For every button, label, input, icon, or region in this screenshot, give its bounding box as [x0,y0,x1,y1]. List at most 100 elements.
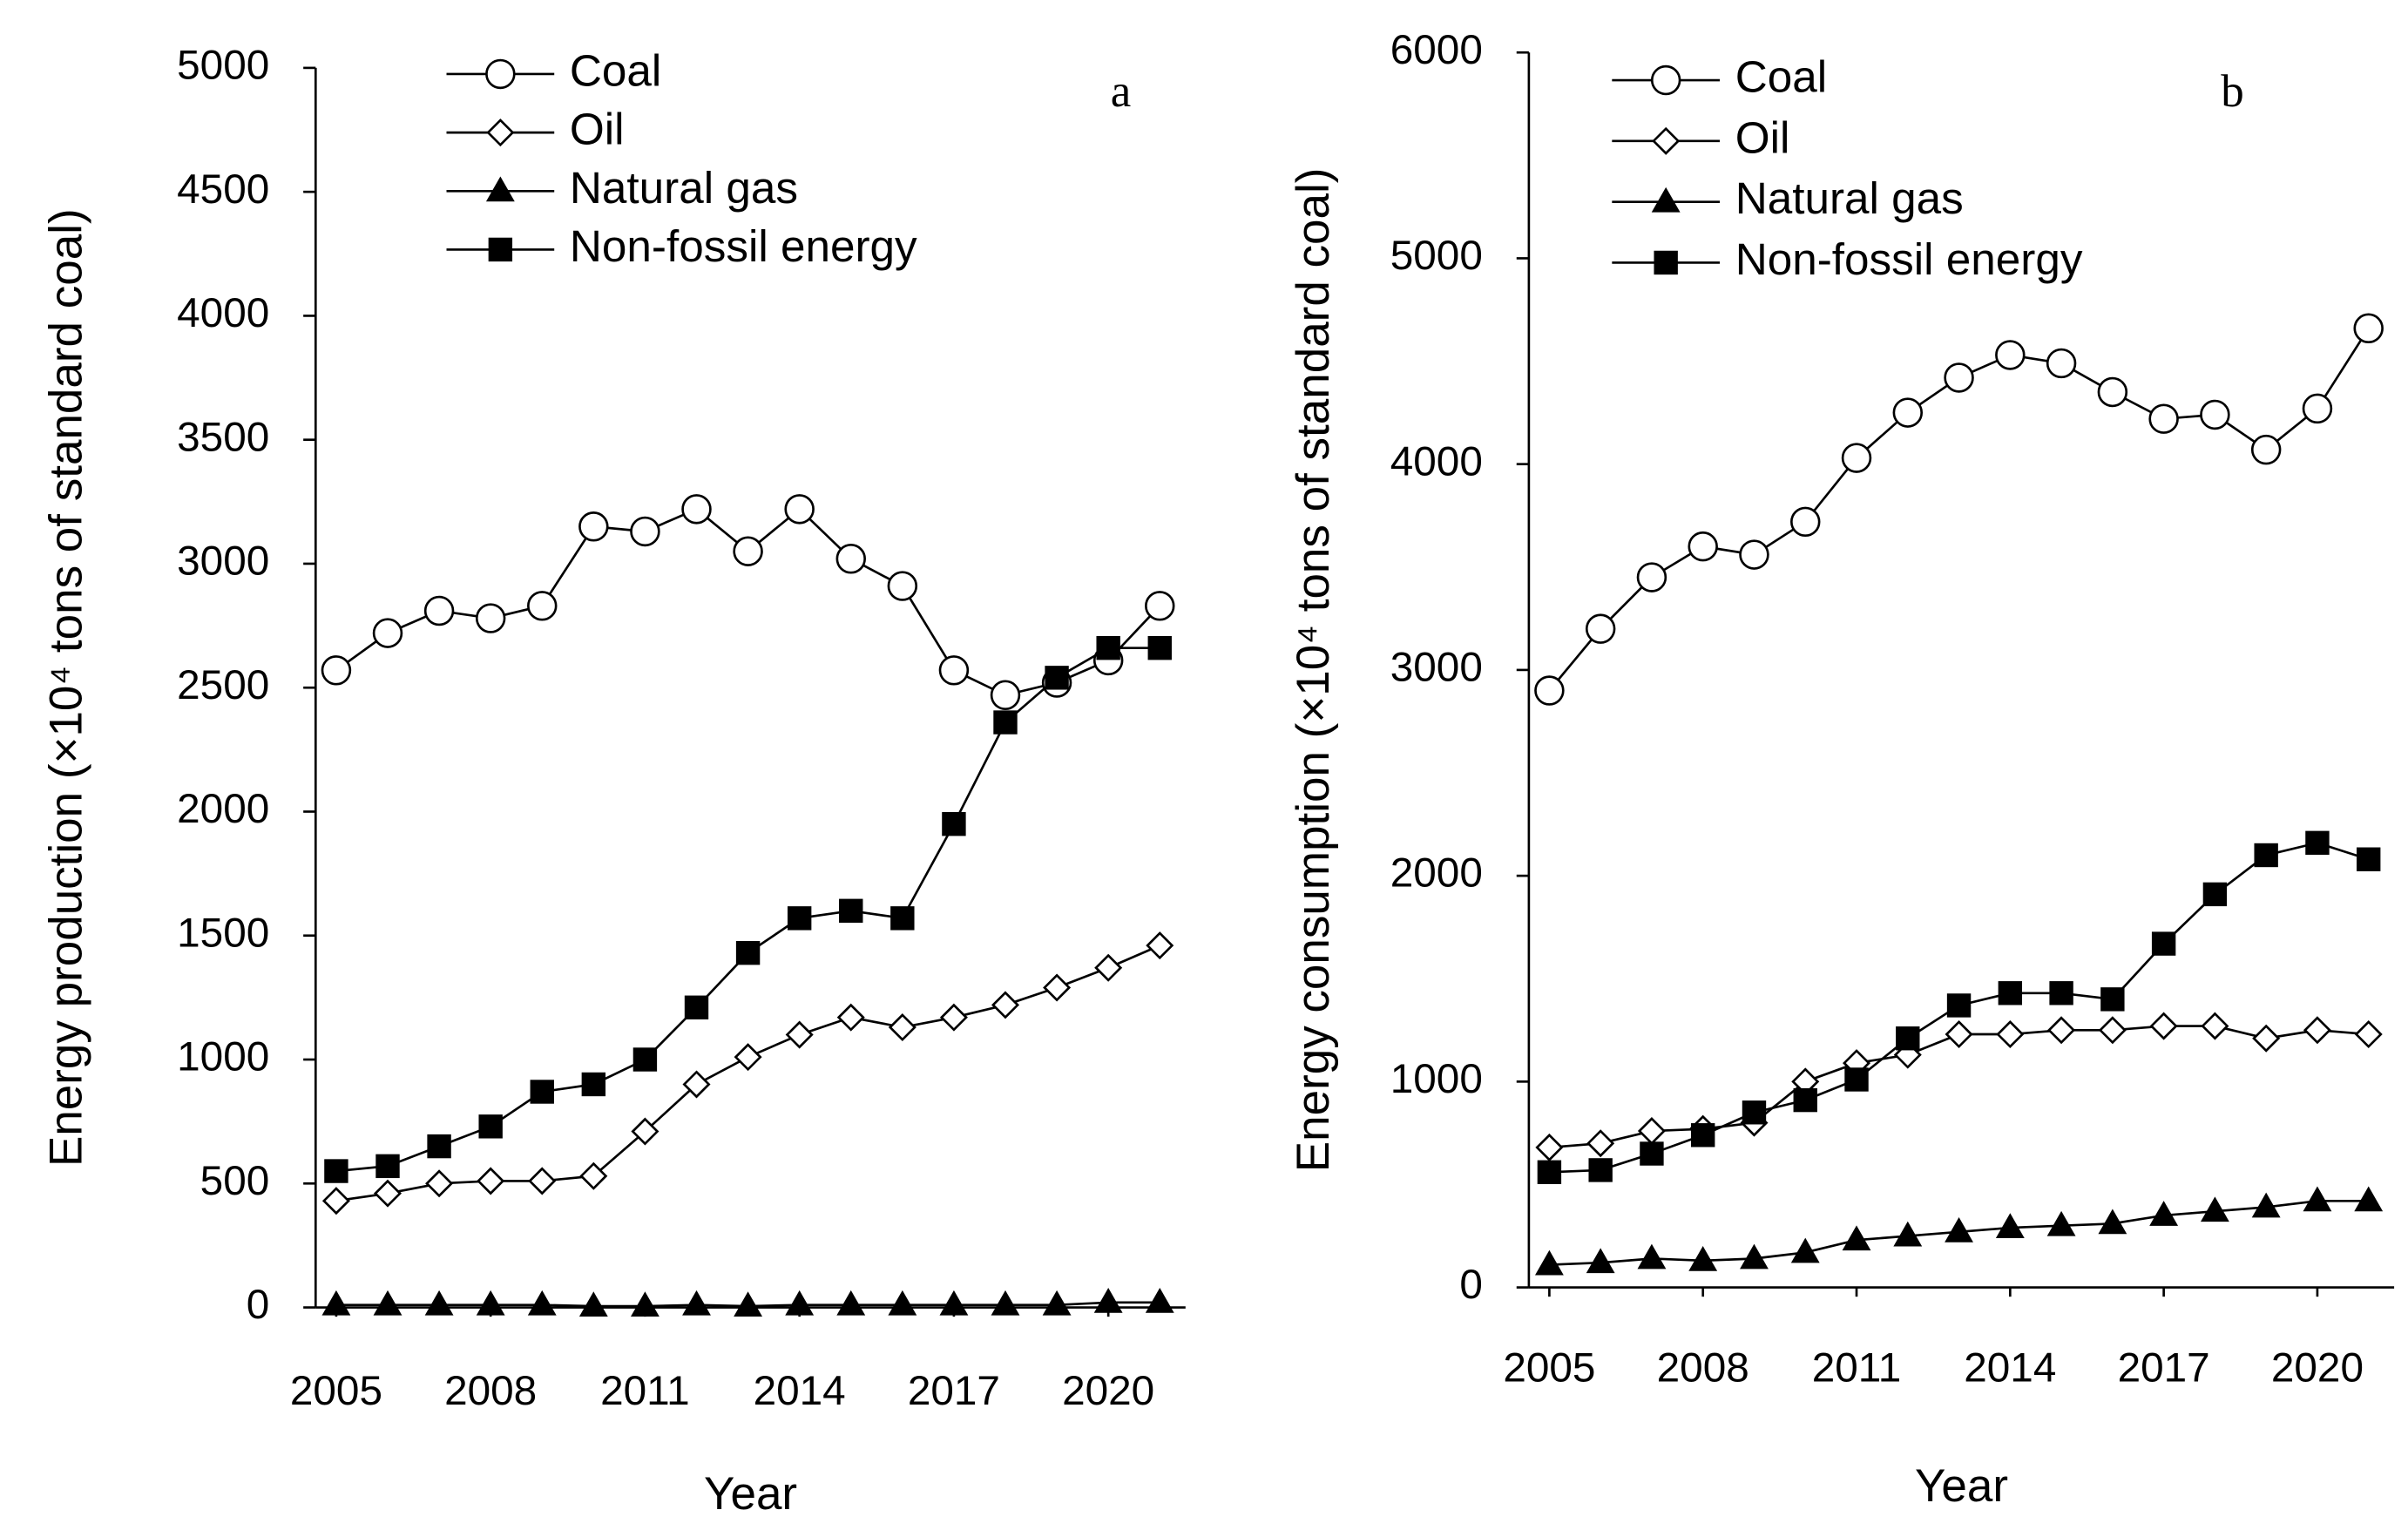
marker [2354,1186,2384,1212]
marker [2047,1016,2076,1045]
marker [1688,531,1718,562]
x-axis-title: Year [704,1468,797,1520]
marker [2151,931,2176,956]
marker [578,511,609,542]
marker [1892,397,1924,428]
marker [631,1117,659,1146]
marker [785,1290,815,1316]
marker [324,1159,348,1183]
marker [1045,666,1069,690]
legend-label: Coal [570,45,661,95]
marker [735,940,761,965]
marker [1742,1100,1767,1125]
marker [1640,1141,1664,1166]
legend-marker [485,58,516,90]
x-tick-label: 2008 [444,1368,537,1414]
marker [1945,1216,1973,1242]
marker [321,1187,350,1215]
marker [1043,973,1072,1002]
marker [1790,1237,1820,1263]
marker [372,618,403,648]
marker [427,1134,451,1159]
marker [1998,981,2023,1005]
marker [1739,539,1769,570]
marker [527,1290,557,1316]
marker [1042,1290,1072,1316]
legend-label: Oil [570,105,625,154]
marker [1740,1243,1769,1270]
legend-marker [486,118,515,147]
marker [2357,847,2381,871]
marker [477,1167,505,1195]
marker [2202,882,2228,907]
x-tick-label: 2005 [290,1368,382,1414]
marker [2046,1210,2076,1236]
y-tick-label: 2500 [177,662,269,708]
marker [1534,1249,1564,1276]
marker [1995,340,2026,370]
marker [2303,1186,2332,1212]
x-tick-label: 2017 [908,1368,1000,1414]
marker [2254,843,2278,868]
marker [1586,1129,1615,1158]
marker [476,1290,505,1316]
y-tick-label: 4500 [177,166,269,213]
marker [734,1291,763,1317]
y-tick-label: 3000 [177,538,269,585]
marker [1145,591,1175,621]
y-tick-label: 3500 [177,414,269,460]
marker [733,536,763,566]
marker [1995,1213,2025,1238]
marker [1893,1221,1923,1247]
marker [1688,1246,1718,1271]
y-axis-title: Energy consumption (×10⁴ tons of standar… [1288,168,1339,1173]
marker [1094,953,1123,982]
marker [2149,1201,2179,1226]
marker [1093,1288,1123,1313]
marker [1586,1248,1615,1274]
marker [527,591,558,621]
marker [2148,403,2179,434]
x-axis-title: Year [1915,1460,2008,1512]
x-tick-label: 2008 [1657,1345,1749,1391]
y-tick-label: 1500 [177,910,269,956]
marker [1896,1026,1920,1051]
marker [2097,376,2128,408]
y-tick-label: 2000 [1390,850,1483,897]
marker [1585,613,1616,644]
legend-marker [1650,64,1681,96]
marker [578,1291,608,1317]
marker [938,655,970,686]
marker [888,1013,917,1042]
x-tick-label: 2020 [2271,1345,2364,1391]
marker [939,1290,969,1316]
marker [1636,562,1667,592]
marker [1537,1160,1562,1184]
marker [630,1291,659,1317]
x-tick-label: 2011 [600,1368,690,1414]
marker [423,595,455,626]
legend-label: Non-fossil energy [1735,234,2083,284]
marker [373,1290,402,1316]
marker [1691,1123,1715,1148]
marker [1637,1243,1667,1270]
marker [785,1020,814,1049]
y-axis-title: Energy production (×10⁴ tons of standard… [41,208,92,1167]
marker [1146,931,1174,960]
marker [684,995,709,1019]
marker [2200,1196,2229,1222]
y-tick-label: 4000 [1390,438,1483,484]
marker [2201,1012,2229,1040]
marker [2353,313,2384,343]
marker [836,1003,865,1032]
marker [528,1167,557,1195]
x-tick-label: 2011 [1812,1345,1902,1391]
panel-label: b [2221,66,2244,117]
series-line [335,647,1160,1173]
marker [2354,1019,2383,1049]
marker [1841,443,1872,473]
marker [2251,1192,2281,1218]
legend-label: Natural gas [570,163,798,213]
marker [1790,506,1821,538]
